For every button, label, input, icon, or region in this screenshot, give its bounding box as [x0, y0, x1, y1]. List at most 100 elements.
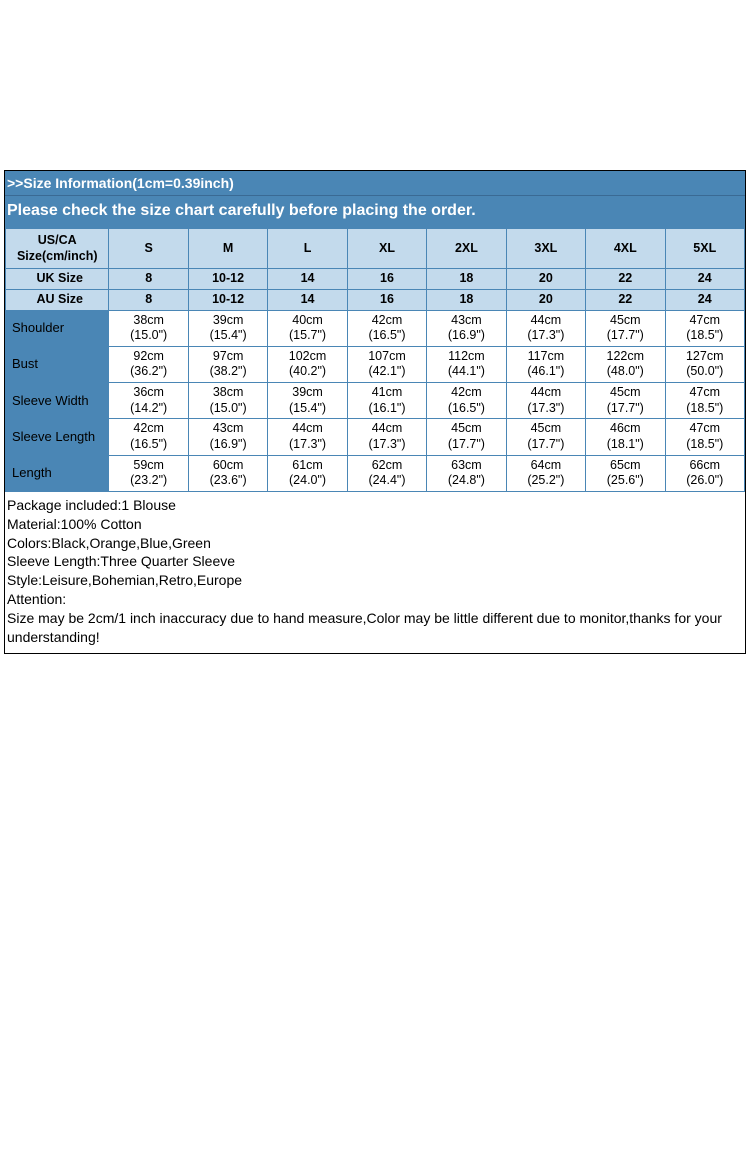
au-size-cell: 14: [268, 289, 347, 310]
measure-inch: (14.2"): [110, 401, 186, 417]
measure-cm: 36cm: [110, 385, 186, 401]
measure-cell: 47cm(18.5"): [665, 310, 744, 346]
measure-cm: 43cm: [190, 421, 266, 437]
measure-cm: 44cm: [349, 421, 425, 437]
size-header-row: US/CA Size(cm/inch) S M L XL 2XL 3XL 4XL…: [6, 229, 745, 269]
measure-inch: (15.7"): [269, 328, 345, 344]
measure-inch: (26.0"): [667, 473, 743, 489]
uk-size-cell: 18: [427, 269, 506, 290]
size-chart-container: >>Size Information(1cm=0.39inch) Please …: [4, 170, 746, 654]
measure-row: Length59cm(23.2")60cm(23.6")61cm(24.0")6…: [6, 455, 745, 491]
measure-cell: 102cm(40.2"): [268, 346, 347, 382]
measure-cell: 45cm(17.7"): [586, 383, 665, 419]
measure-cell: 44cm(17.3"): [506, 383, 585, 419]
au-size-row: AU Size 8 10-12 14 16 18 20 22 24: [6, 289, 745, 310]
measure-inch: (17.7"): [587, 401, 663, 417]
uk-size-cell: 16: [347, 269, 426, 290]
measure-cell: 38cm(15.0"): [188, 383, 267, 419]
measure-cm: 42cm: [349, 313, 425, 329]
size-col-l: L: [268, 229, 347, 269]
uk-size-cell: 24: [665, 269, 744, 290]
measure-cell: 46cm(18.1"): [586, 419, 665, 455]
measure-inch: (15.4"): [269, 401, 345, 417]
au-size-cell: 18: [427, 289, 506, 310]
measure-inch: (24.0"): [269, 473, 345, 489]
size-col-5xl: 5XL: [665, 229, 744, 269]
measure-inch: (17.3"): [349, 437, 425, 453]
measure-cell: 92cm(36.2"): [109, 346, 188, 382]
measure-cell: 127cm(50.0"): [665, 346, 744, 382]
measure-row: Bust92cm(36.2")97cm(38.2")102cm(40.2")10…: [6, 346, 745, 382]
uk-size-cell: 10-12: [188, 269, 267, 290]
measure-cm: 44cm: [508, 313, 584, 329]
measure-inch: (16.5"): [428, 401, 504, 417]
measure-cm: 42cm: [110, 421, 186, 437]
measure-inch: (18.5"): [667, 401, 743, 417]
measure-cm: 65cm: [587, 458, 663, 474]
measure-cell: 122cm(48.0"): [586, 346, 665, 382]
measure-inch: (17.3"): [508, 401, 584, 417]
detail-attention-text: Size may be 2cm/1 inch inaccuracy due to…: [7, 609, 743, 647]
measure-inch: (36.2"): [110, 364, 186, 380]
measure-cm: 41cm: [349, 385, 425, 401]
measure-cm: 59cm: [110, 458, 186, 474]
detail-style: Style:Leisure,Bohemian,Retro,Europe: [7, 571, 743, 590]
measure-cm: 47cm: [667, 385, 743, 401]
size-col-s: S: [109, 229, 188, 269]
measure-cell: 117cm(46.1"): [506, 346, 585, 382]
measure-inch: (16.1"): [349, 401, 425, 417]
measure-cell: 44cm(17.3"): [506, 310, 585, 346]
measure-inch: (46.1"): [508, 364, 584, 380]
measure-cell: 42cm(16.5"): [347, 310, 426, 346]
measure-inch: (16.9"): [428, 328, 504, 344]
measure-label: Bust: [6, 346, 109, 382]
au-size-cell: 10-12: [188, 289, 267, 310]
measure-cm: 62cm: [349, 458, 425, 474]
size-col-xl: XL: [347, 229, 426, 269]
measure-cell: 42cm(16.5"): [427, 383, 506, 419]
measure-cm: 43cm: [428, 313, 504, 329]
measure-cell: 44cm(17.3"): [268, 419, 347, 455]
measure-inch: (48.0"): [587, 364, 663, 380]
detail-colors: Colors:Black,Orange,Blue,Green: [7, 534, 743, 553]
measure-inch: (16.5"): [110, 437, 186, 453]
measure-cell: 107cm(42.1"): [347, 346, 426, 382]
measure-cell: 45cm(17.7"): [586, 310, 665, 346]
measure-cm: 97cm: [190, 349, 266, 365]
measure-cell: 43cm(16.9"): [427, 310, 506, 346]
measure-inch: (18.1"): [587, 437, 663, 453]
measure-cell: 47cm(18.5"): [665, 383, 744, 419]
size-col-m: M: [188, 229, 267, 269]
measure-cm: 39cm: [190, 313, 266, 329]
measure-inch: (23.2"): [110, 473, 186, 489]
measure-cm: 44cm: [508, 385, 584, 401]
measure-cell: 66cm(26.0"): [665, 455, 744, 491]
au-size-cell: 20: [506, 289, 585, 310]
measure-cell: 60cm(23.6"): [188, 455, 267, 491]
uk-size-cell: 22: [586, 269, 665, 290]
measure-cm: 63cm: [428, 458, 504, 474]
detail-material: Material:100% Cotton: [7, 515, 743, 534]
measure-cell: 44cm(17.3"): [347, 419, 426, 455]
measure-cell: 41cm(16.1"): [347, 383, 426, 419]
measure-cell: 62cm(24.4"): [347, 455, 426, 491]
measure-cell: 47cm(18.5"): [665, 419, 744, 455]
uk-size-cell: 14: [268, 269, 347, 290]
measure-cell: 61cm(24.0"): [268, 455, 347, 491]
measure-row: Shoulder38cm(15.0")39cm(15.4")40cm(15.7"…: [6, 310, 745, 346]
measure-inch: (17.3"): [269, 437, 345, 453]
measure-cell: 42cm(16.5"): [109, 419, 188, 455]
measure-inch: (17.7"): [508, 437, 584, 453]
measure-cell: 43cm(16.9"): [188, 419, 267, 455]
measure-cm: 44cm: [269, 421, 345, 437]
measure-inch: (15.0"): [190, 401, 266, 417]
measure-cm: 39cm: [269, 385, 345, 401]
measure-cm: 38cm: [110, 313, 186, 329]
usca-header: US/CA Size(cm/inch): [6, 229, 109, 269]
measure-cell: 64cm(25.2"): [506, 455, 585, 491]
detail-package: Package included:1 Blouse: [7, 496, 743, 515]
measure-cm: 64cm: [508, 458, 584, 474]
measure-cm: 46cm: [587, 421, 663, 437]
measure-label: Sleeve Width: [6, 383, 109, 419]
measure-inch: (23.6"): [190, 473, 266, 489]
